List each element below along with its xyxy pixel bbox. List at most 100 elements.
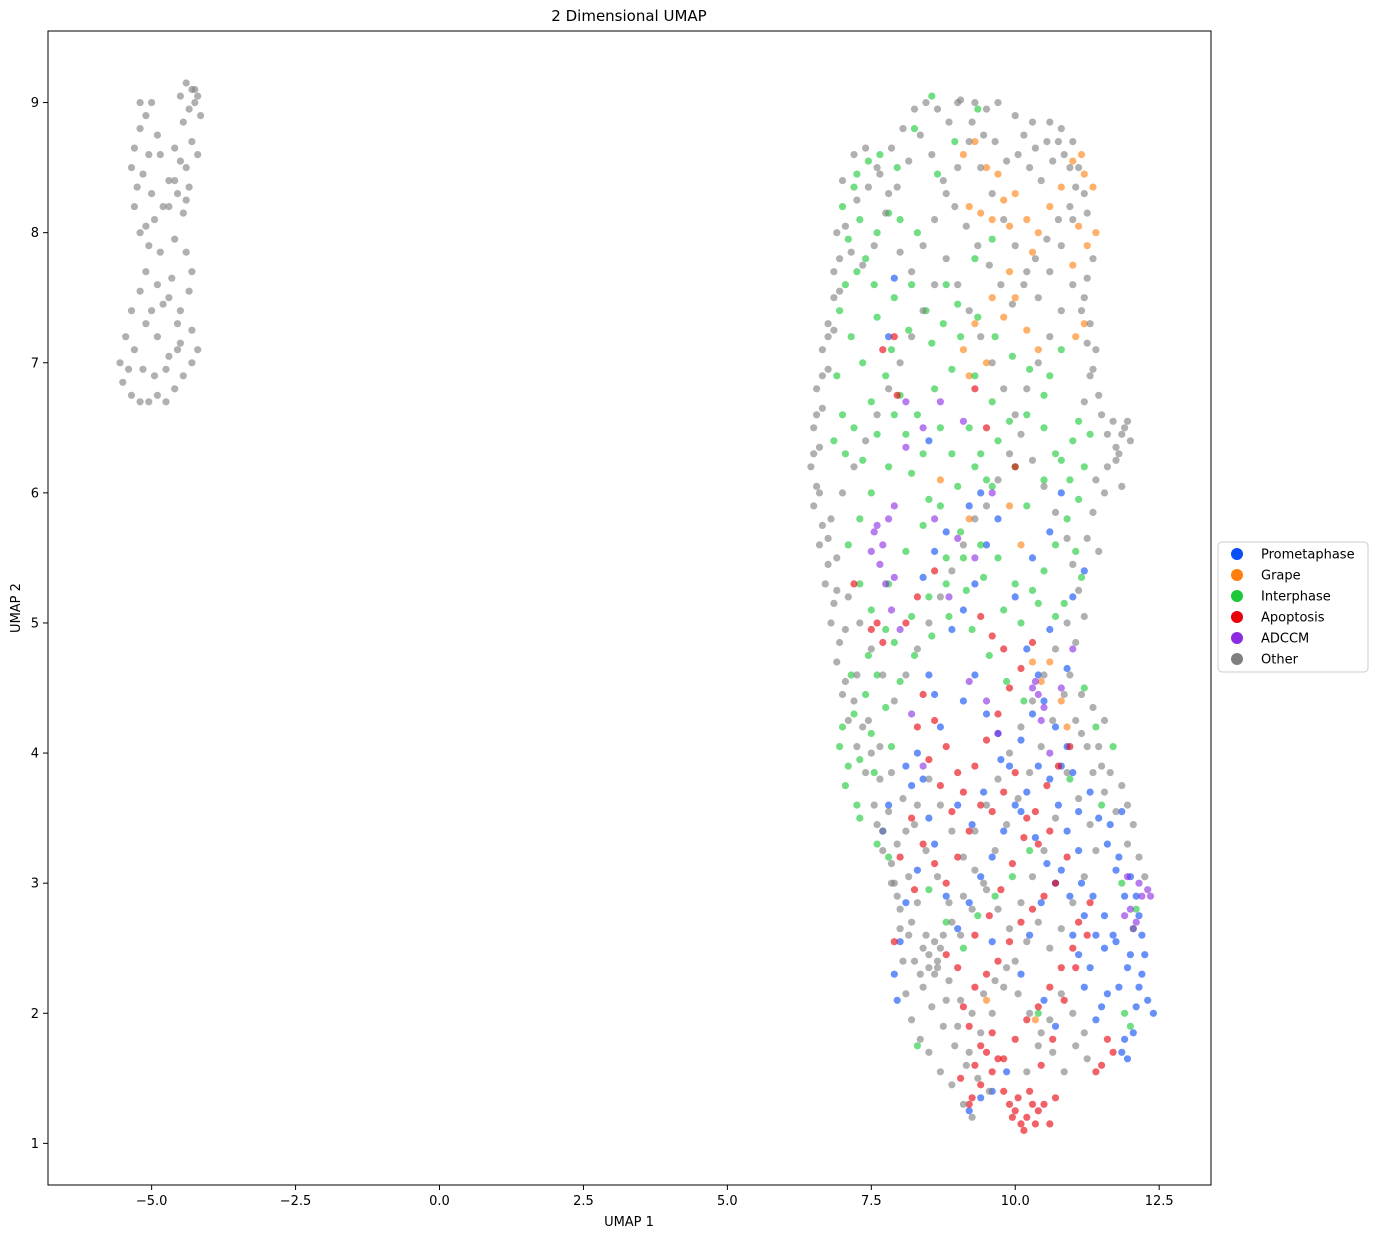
point-adccm: [870, 528, 878, 536]
point-interphase: [910, 125, 919, 133]
point-interphase: [957, 333, 965, 341]
point-apoptosis: [982, 424, 991, 432]
point-other: [171, 144, 179, 152]
point-interphase: [942, 281, 950, 289]
point-adccm: [1138, 892, 1146, 900]
point-interphase: [991, 333, 999, 341]
point-other: [988, 1009, 996, 1017]
point-other: [815, 489, 824, 497]
point-prometaphase: [1034, 671, 1042, 679]
point-prometaphase: [1149, 1009, 1157, 1017]
point-other: [985, 261, 993, 269]
point-other: [1123, 801, 1132, 809]
point-other: [1011, 411, 1019, 419]
point-apoptosis: [942, 743, 950, 751]
point-apoptosis: [1069, 944, 1077, 952]
point-other: [1129, 821, 1137, 829]
legend-label-grape: Grape: [1261, 569, 1301, 584]
point-other: [928, 1003, 936, 1011]
y-tick-label: 5: [31, 616, 39, 631]
point-other: [1063, 619, 1071, 627]
y-tick-label: 4: [31, 747, 39, 762]
point-other: [1063, 534, 1071, 543]
point-other: [859, 261, 867, 269]
point-prometaphase: [931, 840, 939, 848]
point-interphase: [1034, 1009, 1042, 1017]
point-interphase: [908, 469, 916, 477]
point-prometaphase: [1092, 931, 1100, 939]
point-other: [818, 404, 827, 412]
point-other: [1092, 476, 1100, 484]
chart-title: 2 Dimensional UMAP: [551, 7, 706, 25]
point-other: [991, 977, 999, 985]
point-interphase: [910, 651, 919, 660]
point-other: [876, 743, 884, 751]
point-apoptosis: [896, 853, 904, 861]
point-other: [922, 931, 930, 939]
point-adccm: [988, 489, 996, 497]
point-other: [1083, 209, 1091, 217]
point-other: [1008, 300, 1017, 308]
point-prometaphase: [893, 996, 901, 1004]
point-other: [896, 359, 904, 367]
point-prometaphase: [980, 788, 988, 796]
point-prometaphase: [1003, 1068, 1011, 1076]
point-interphase: [939, 320, 947, 328]
points-layer: [116, 79, 1157, 1134]
point-apoptosis: [1057, 964, 1065, 972]
point-apoptosis: [954, 964, 962, 972]
point-other: [145, 151, 153, 159]
point-prometaphase: [968, 821, 976, 829]
point-other: [853, 743, 861, 751]
point-other: [1046, 118, 1054, 126]
point-other: [1011, 112, 1019, 120]
point-other: [936, 593, 945, 601]
point-adccm: [1123, 873, 1132, 881]
point-other: [836, 255, 844, 263]
point-other: [931, 938, 939, 946]
point-other: [827, 619, 835, 627]
point-apoptosis: [913, 593, 922, 601]
point-other: [933, 964, 942, 972]
point-prometaphase: [1086, 788, 1094, 796]
point-other: [910, 105, 919, 113]
point-other: [1051, 814, 1060, 822]
point-adccm: [1057, 684, 1065, 692]
point-other: [159, 203, 167, 211]
point-other: [887, 769, 896, 777]
point-other: [1014, 151, 1022, 159]
point-other: [931, 281, 939, 289]
point-interphase: [954, 300, 962, 308]
point-other: [1106, 769, 1114, 777]
point-other: [974, 242, 982, 250]
point-prometaphase: [959, 697, 968, 705]
point-prometaphase: [1040, 996, 1048, 1004]
point-other: [977, 1029, 985, 1037]
point-other: [156, 151, 164, 159]
point-other: [1080, 873, 1088, 881]
point-adccm: [919, 424, 927, 432]
point-other: [1011, 242, 1019, 250]
point-other: [1040, 482, 1048, 490]
point-other: [1069, 560, 1077, 569]
point-prometaphase: [1051, 1022, 1060, 1030]
point-other: [1098, 762, 1106, 770]
point-interphase: [1005, 417, 1014, 425]
point-other: [977, 164, 985, 172]
point-other: [870, 801, 878, 809]
point-interphase: [959, 944, 968, 952]
point-interphase: [862, 690, 870, 699]
point-other: [980, 879, 988, 887]
point-other: [136, 99, 144, 107]
point-prometaphase: [1103, 840, 1111, 848]
point-prometaphase: [1046, 528, 1054, 536]
point-other: [864, 716, 873, 725]
point-other: [982, 502, 991, 510]
point-interphase: [925, 495, 933, 503]
point-prometaphase: [919, 573, 927, 582]
legend-label-prometaphase: Prometaphase: [1261, 548, 1355, 563]
point-other: [919, 944, 927, 952]
point-interphase: [856, 216, 864, 224]
point-other: [853, 671, 861, 679]
point-other: [150, 216, 159, 224]
